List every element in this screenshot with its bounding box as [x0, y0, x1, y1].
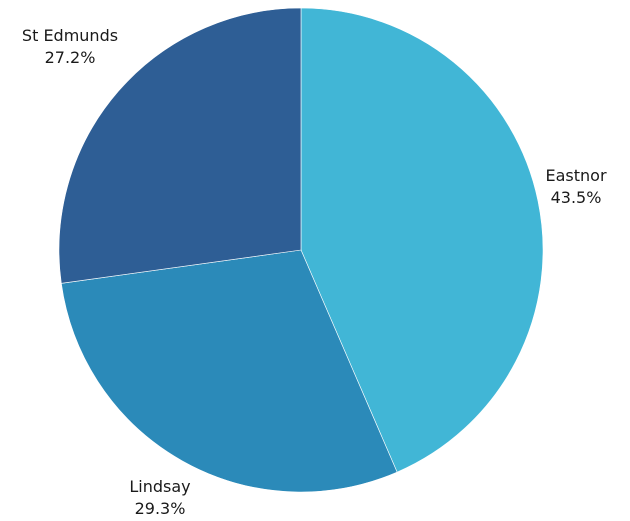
pie-slice-st-edmunds	[58, 7, 302, 284]
pie-label-eastnor: Eastnor	[545, 166, 606, 185]
pie-value-lindsay: 29.3%	[135, 499, 186, 518]
pie-slice-lindsay	[60, 249, 398, 493]
pie-labels: Eastnor 43.5% Lindsay 29.3% St Edmunds 27.2%	[22, 26, 607, 518]
pie-value-eastnor: 43.5%	[551, 188, 602, 207]
pie-slices	[58, 7, 544, 493]
pie-label-st-edmunds: St Edmunds	[22, 26, 118, 45]
pie-label-lindsay: Lindsay	[129, 477, 190, 496]
pie-slice-eastnor	[300, 7, 544, 473]
pie-value-st-edmunds: 27.2%	[45, 48, 96, 67]
